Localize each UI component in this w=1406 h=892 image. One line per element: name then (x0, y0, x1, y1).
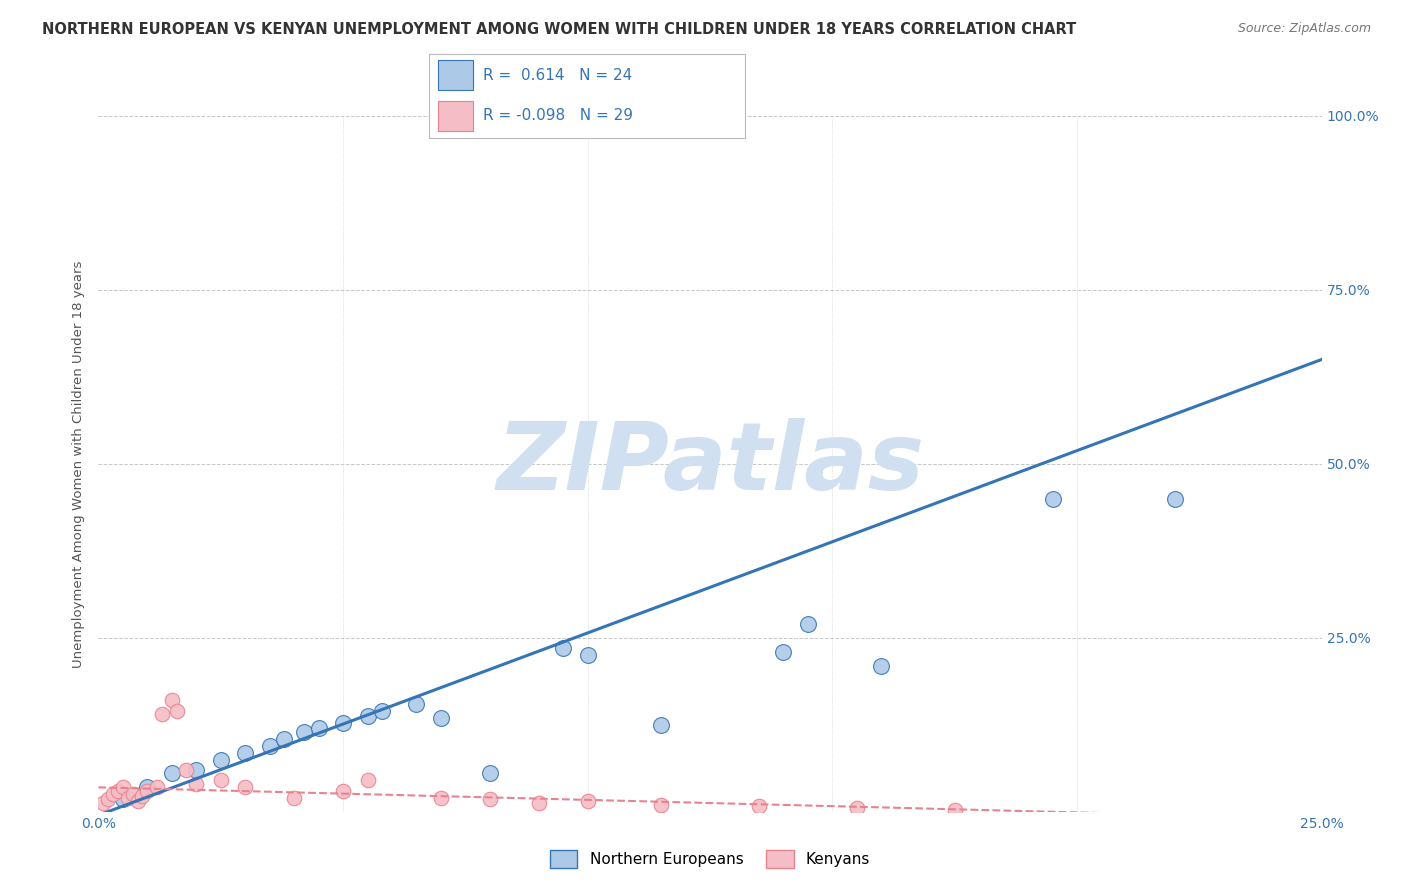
Point (527, 797, 550, 811)
Point (121, 788, 143, 801)
Point (176, 763, 198, 777)
Point (131, 789, 153, 804)
Point (478, 792, 501, 806)
Text: Source: ZipAtlas.com: Source: ZipAtlas.com (1237, 22, 1371, 36)
Point (91, 797, 114, 811)
Text: R =  0.614   N = 24: R = 0.614 N = 24 (482, 68, 631, 83)
Point (772, 645, 794, 659)
Point (797, 616, 820, 631)
Point (233, 746, 256, 760)
Point (332, 784, 354, 798)
Point (845, 801, 868, 815)
Point (160, 766, 183, 780)
Point (101, 788, 124, 801)
Point (292, 724, 315, 739)
Point (332, 715, 354, 730)
Point (209, 753, 232, 767)
Point (283, 790, 305, 805)
Point (97, 792, 120, 806)
Point (650, 797, 672, 812)
Point (870, 658, 893, 673)
Point (117, 790, 139, 805)
Point (478, 766, 501, 780)
Point (186, 763, 208, 777)
Point (430, 711, 453, 725)
Text: ZIPatlas: ZIPatlas (496, 417, 924, 510)
Point (430, 790, 453, 805)
Point (136, 784, 159, 798)
Point (259, 739, 281, 753)
Point (650, 717, 672, 731)
Point (308, 721, 330, 735)
Point (186, 777, 208, 791)
Y-axis label: Unemployment Among Women with Children Under 18 years: Unemployment Among Women with Children U… (72, 260, 86, 667)
Legend: Northern Europeans, Kenyans: Northern Europeans, Kenyans (544, 844, 876, 873)
Point (943, 803, 966, 817)
Point (356, 708, 378, 723)
Point (111, 792, 134, 806)
Text: NORTHERN EUROPEAN VS KENYAN UNEMPLOYMENT AMONG WOMEN WITH CHILDREN UNDER 18 YEAR: NORTHERN EUROPEAN VS KENYAN UNEMPLOYMENT… (42, 22, 1077, 37)
Point (576, 648, 599, 662)
Point (111, 780, 134, 795)
Point (748, 799, 770, 814)
Text: R = -0.098   N = 29: R = -0.098 N = 29 (482, 108, 633, 123)
Point (127, 794, 149, 808)
Point (233, 780, 256, 795)
Point (576, 794, 599, 808)
Point (273, 731, 295, 746)
Point (1042, 491, 1064, 506)
Point (553, 641, 575, 656)
Point (166, 704, 188, 718)
Point (150, 707, 173, 722)
Point (209, 773, 232, 788)
Point (356, 773, 378, 788)
Point (107, 784, 129, 798)
Point (146, 780, 169, 795)
Point (1164, 491, 1187, 506)
Bar (439, 61, 472, 90)
Point (136, 780, 159, 795)
Point (160, 693, 183, 707)
Point (405, 697, 427, 711)
Bar (439, 101, 472, 130)
Point (371, 704, 394, 718)
